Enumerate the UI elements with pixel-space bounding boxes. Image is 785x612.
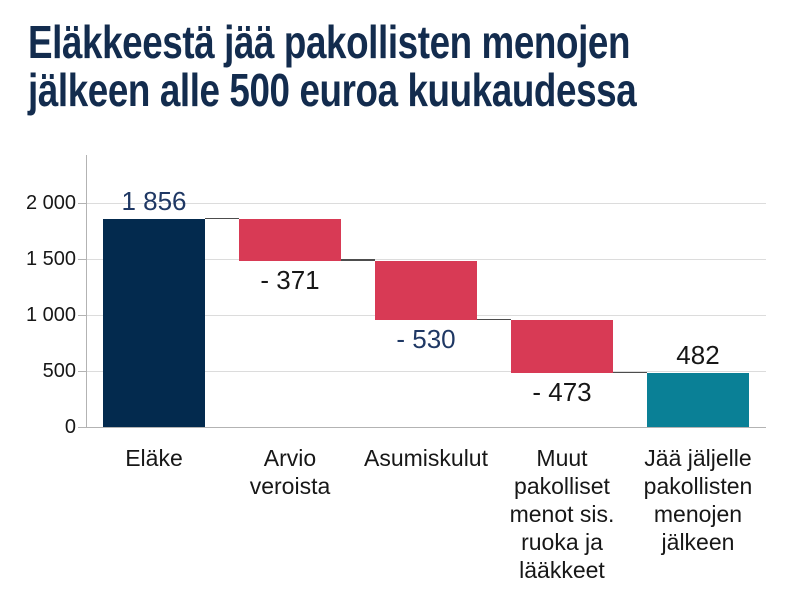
y-axis-tick-label: 1 000 <box>25 304 76 326</box>
value-label: 1 856 <box>121 186 187 217</box>
y-axis-line <box>86 155 87 427</box>
y-axis-tick <box>78 426 86 428</box>
y-axis-tick <box>78 258 86 260</box>
gridline <box>86 202 766 204</box>
connector-line <box>613 371 647 374</box>
x-axis-label: Jää jäljelle pakollisten menojen jälkeen <box>643 445 753 555</box>
bar-3 <box>375 260 477 321</box>
gridline <box>86 370 766 372</box>
bar-1 <box>103 219 205 427</box>
y-axis-tick <box>78 202 86 204</box>
y-axis-tick <box>78 370 86 372</box>
gridline <box>86 426 766 428</box>
value-label: - 530 <box>396 324 456 355</box>
value-label: - 371 <box>260 264 320 295</box>
x-axis-label: Arvio veroista <box>249 445 331 499</box>
chart-title-line2: jälkeen alle 500 euroa kuukaudessa <box>28 64 637 116</box>
connector-line <box>341 259 375 261</box>
connector-line <box>477 318 511 321</box>
x-axis-label: Eläke <box>125 445 183 471</box>
bar-4 <box>511 320 613 373</box>
bar-2 <box>239 219 341 261</box>
connector-line <box>205 217 239 220</box>
y-axis-tick-label: 1 500 <box>25 248 76 270</box>
bar-5 <box>647 373 749 427</box>
y-axis-tick-label: 0 <box>64 416 76 438</box>
x-axis-label: Muut pakolliset menot sis. ruoka ja lääk… <box>509 445 615 583</box>
y-axis-tick-label: 2 000 <box>25 192 76 214</box>
y-axis-tick <box>78 314 86 316</box>
value-label: - 473 <box>532 377 592 408</box>
gridline <box>86 258 766 260</box>
x-axis-label: Asumiskulut <box>364 445 488 471</box>
chart-title: Eläkkeestä jää pakollisten menojen jälke… <box>28 16 637 116</box>
y-axis-tick-label: 500 <box>42 360 76 382</box>
value-label: 482 <box>676 340 720 371</box>
chart-title-line1: Eläkkeestä jää pakollisten menojen <box>28 16 631 68</box>
